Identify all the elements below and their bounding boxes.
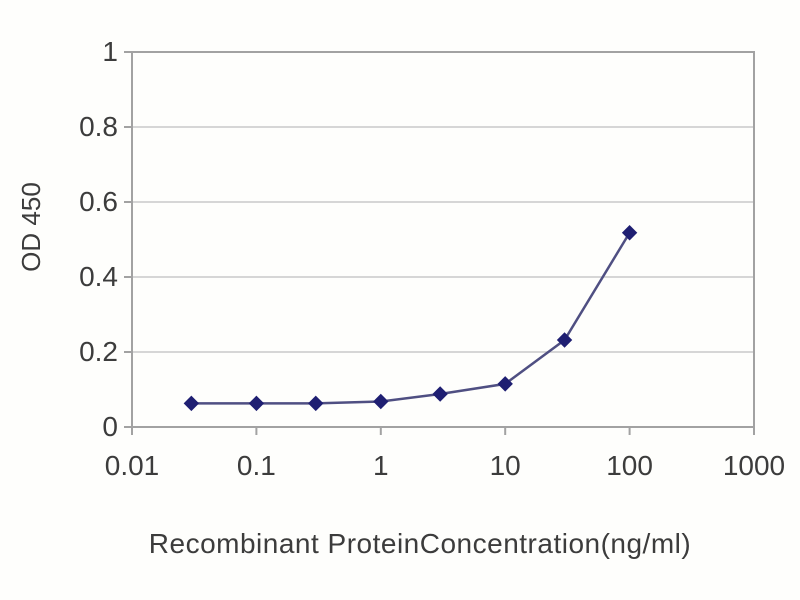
x-tick-label: 1000: [722, 450, 786, 481]
data-point-marker: [183, 395, 200, 412]
y-tick-label: 0.2: [79, 336, 118, 367]
y-tick-label: 0.8: [79, 111, 118, 142]
data-point-marker: [497, 376, 513, 392]
y-tick-label: 0.4: [79, 261, 118, 292]
x-tick-label: 0.01: [104, 450, 160, 481]
y-tick-label: 1: [102, 36, 118, 67]
plot-frame: [131, 51, 755, 428]
y-tick-label: 0: [102, 411, 118, 442]
x-tick-label: 1: [373, 450, 389, 481]
data-point-marker: [308, 395, 324, 412]
data-point-marker: [556, 332, 573, 348]
x-tick-label: 100: [606, 450, 653, 481]
data-point-marker: [621, 225, 638, 241]
x-tick-label: 10: [489, 450, 521, 481]
y-axis-title: OD 450: [16, 182, 46, 272]
x-axis-title: Recombinant ProteinConcentration(ng/ml): [148, 528, 692, 559]
data-point-marker: [373, 393, 389, 410]
x-tick-label: 0.1: [236, 450, 276, 481]
series-line: [191, 232, 631, 405]
y-tick-label: 0.6: [79, 186, 118, 217]
data-point-marker: [432, 386, 448, 402]
data-point-marker: [248, 395, 265, 412]
